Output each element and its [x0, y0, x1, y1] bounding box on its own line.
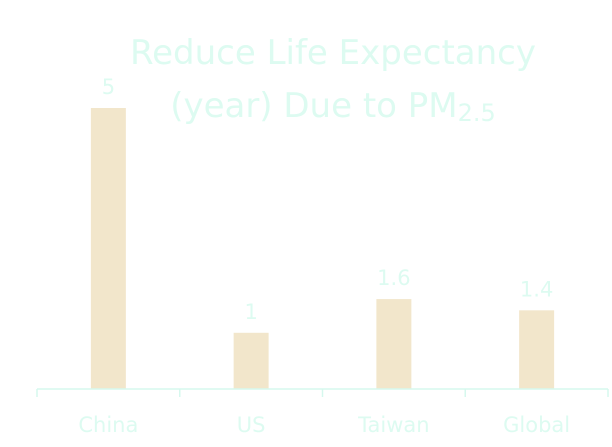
bar-global — [519, 310, 555, 389]
x-tick-label: Global — [503, 413, 570, 437]
x-tick-label: US — [237, 413, 266, 437]
chart-title-subscript: 2.5 — [458, 99, 496, 127]
data-label: 1 — [244, 300, 257, 324]
bar-us — [233, 332, 269, 389]
data-label: 1.6 — [377, 266, 410, 290]
x-tick-label: Taiwan — [357, 413, 429, 437]
chart-title-main: (year) Due to PM — [170, 86, 457, 126]
data-label: 5 — [102, 75, 115, 99]
data-label: 1.4 — [520, 277, 553, 301]
x-tick-label: China — [78, 413, 138, 437]
bar-china — [90, 108, 126, 389]
bar-taiwan — [376, 299, 412, 389]
chart-title-line1: Reduce Life Expectancy — [130, 33, 536, 73]
chart-title-line2: (year) Due to PM2.5 — [170, 86, 496, 127]
